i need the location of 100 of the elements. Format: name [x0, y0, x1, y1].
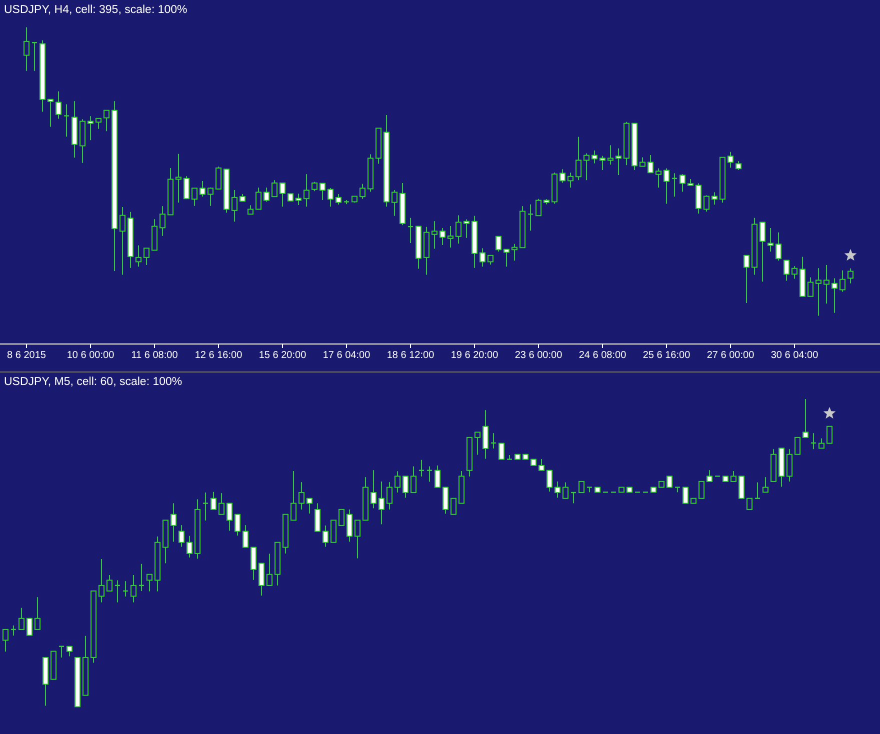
- candlestick: [794, 436, 800, 455]
- candlestick: [312, 181, 318, 192]
- x-tick-label: 19 6 20:00: [450, 350, 499, 361]
- candlestick: [440, 228, 446, 246]
- x-tick-label: 11 6 08:00: [131, 350, 178, 361]
- candlestick: [176, 153, 182, 204]
- candlestick: [448, 226, 454, 248]
- candlestick: [744, 254, 750, 304]
- candlestick: [370, 470, 376, 509]
- candlestick: [808, 276, 814, 297]
- candlestick: [728, 151, 734, 168]
- candlestick: [336, 193, 342, 206]
- candlestick: [24, 26, 30, 72]
- chart-title: USDJPY, M5, cell: 60, scale: 100%: [4, 376, 182, 388]
- candlestick: [434, 464, 440, 488]
- candlestick: [546, 470, 552, 492]
- candlestick: [328, 187, 334, 208]
- x-tick-label: 10 6 00:00: [66, 350, 115, 361]
- candlestick: [120, 206, 126, 276]
- candlestick: [346, 508, 352, 542]
- candlestick: [402, 476, 408, 498]
- candlestick: [696, 182, 702, 214]
- candlestick: [482, 410, 488, 460]
- candlestick: [848, 268, 854, 284]
- candlestick: [666, 476, 672, 488]
- candlestick: [560, 168, 566, 184]
- candlestick: [816, 268, 822, 316]
- candlestick: [562, 482, 568, 499]
- candlestick: [264, 187, 270, 202]
- candlestick: [98, 558, 104, 603]
- candlestick: [456, 214, 462, 244]
- candlestick: [378, 480, 384, 525]
- candlestick: [152, 218, 158, 251]
- candlestick: [18, 607, 24, 630]
- candlestick: [712, 192, 718, 206]
- candlestick: [218, 492, 224, 515]
- candlestick: [592, 150, 598, 164]
- candlestick: [256, 187, 262, 210]
- candlestick: [360, 183, 366, 200]
- x-tick-label: 8 6 2015: [7, 350, 46, 361]
- chart-title: USDJPY, H4, cell: 395, scale: 100%: [4, 4, 188, 16]
- candlestick: [296, 193, 302, 206]
- candlestick: [584, 152, 590, 181]
- candlestick: [314, 502, 320, 532]
- candlestick: [280, 182, 286, 208]
- candlestick: [322, 524, 328, 548]
- candlestick: [226, 502, 232, 532]
- candlestick: [776, 232, 782, 262]
- candlestick: [250, 546, 256, 580]
- candlestick: [792, 266, 798, 280]
- candlestick: [802, 398, 808, 438]
- candlestick: [272, 180, 278, 198]
- candlestick: [480, 248, 486, 268]
- candlestick: [208, 187, 214, 206]
- candlestick: [232, 189, 238, 222]
- candlestick: [746, 498, 752, 510]
- candlestick: [464, 218, 470, 238]
- candlestick: [192, 188, 198, 206]
- candlestick: [648, 154, 654, 174]
- candlestick: [578, 480, 584, 494]
- candlestick: [680, 174, 686, 192]
- candlestick: [320, 182, 326, 201]
- candlestick: [538, 458, 544, 471]
- candlestick: [386, 482, 392, 510]
- candlestick: [160, 206, 166, 236]
- candlestick: [664, 168, 670, 204]
- candlestick: [818, 438, 824, 449]
- candlestick: [56, 90, 62, 120]
- candlestick: [536, 198, 542, 216]
- candlestick: [34, 596, 40, 630]
- candlestick: [704, 194, 710, 212]
- candlestick: [762, 476, 768, 493]
- candlestick: [394, 470, 400, 494]
- x-tick-label: 30 6 04:00: [770, 350, 819, 361]
- candlestick: [48, 98, 54, 128]
- candlestick: [738, 476, 744, 499]
- candlestick: [824, 264, 830, 304]
- candlestick: [730, 470, 736, 482]
- x-tick-label: 12 6 16:00: [194, 350, 243, 361]
- x-tick-label: 18 6 12:00: [386, 350, 435, 361]
- x-tick-label: 24 6 08:00: [578, 350, 627, 361]
- candlestick: [600, 155, 606, 171]
- candlestick: [178, 524, 184, 548]
- candlestick: [298, 482, 304, 510]
- x-tick-label: 17 6 04:00: [322, 350, 371, 361]
- candlestick: [568, 172, 574, 188]
- candlestick: [144, 248, 150, 266]
- candlestick: [784, 260, 790, 282]
- x-tick-label: 15 6 20:00: [258, 350, 307, 361]
- candlestick: [832, 278, 838, 314]
- candlestick: [266, 553, 272, 586]
- candlestick: [306, 498, 312, 514]
- candlestick: [474, 432, 480, 456]
- candlestick: [106, 574, 112, 592]
- candlestick: [512, 243, 518, 262]
- candlestick: [258, 562, 264, 596]
- candlestick: [66, 646, 72, 657]
- candlestick: [354, 520, 360, 559]
- candlestick: [290, 470, 296, 521]
- candlestick: [170, 502, 176, 542]
